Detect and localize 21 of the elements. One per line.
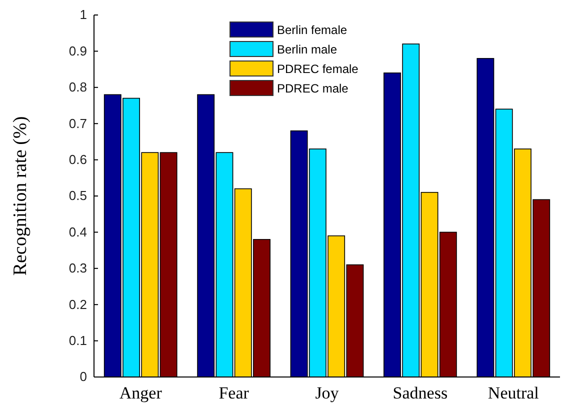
- legend-label: Berlin male: [277, 42, 338, 56]
- y-tick-label: 1: [80, 7, 87, 22]
- y-tick-label: 0: [80, 369, 87, 384]
- y-tick-label: 0.2: [68, 296, 87, 312]
- y-tick-label: 0.8: [68, 80, 87, 95]
- legend-label: PDREC female: [277, 62, 359, 76]
- y-axis-title: Recognition rate (%): [10, 116, 31, 276]
- y-tick-label: 0.1: [68, 332, 87, 348]
- x-tick-label: Anger: [119, 384, 162, 403]
- x-tick-label: Sadness: [392, 384, 448, 403]
- y-tick-label: 0.6: [68, 152, 87, 167]
- x-tick-label: Fear: [218, 384, 250, 403]
- y-tick-label: 0.9: [68, 43, 87, 58]
- y-tick-label: 0.4: [68, 224, 87, 240]
- y-tick-label: 0.3: [68, 260, 87, 276]
- y-tick-label: 0.7: [68, 116, 87, 131]
- y-tick-label: 0.5: [68, 188, 87, 204]
- legend-label: PDREC male: [277, 82, 349, 96]
- x-tick-label: Neutral: [488, 384, 540, 403]
- x-tick-label: Joy: [315, 384, 340, 403]
- legend-label: Berlin female: [277, 23, 348, 37]
